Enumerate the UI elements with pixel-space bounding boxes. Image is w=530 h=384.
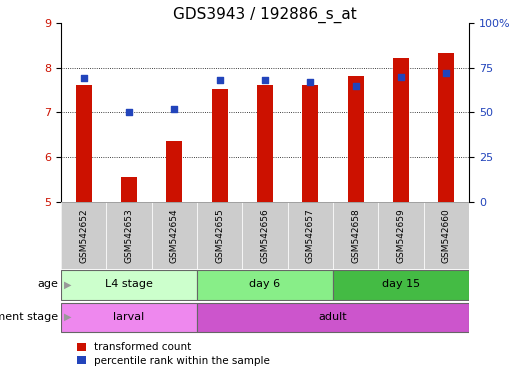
Text: ▶: ▶ [64, 312, 71, 322]
Bar [438, 53, 454, 202]
Bar [152, 202, 197, 269]
Text: L4 stage: L4 stage [105, 280, 153, 290]
Bar [197, 202, 242, 269]
Legend: transformed count, percentile rank within the sample: transformed count, percentile rank withi… [74, 339, 273, 369]
Text: GSM542653: GSM542653 [125, 208, 134, 263]
Point [215, 77, 224, 83]
Bar [242, 202, 288, 269]
Bar [76, 84, 92, 202]
Bar [423, 202, 469, 269]
Bar [211, 89, 227, 202]
Text: GSM542658: GSM542658 [351, 208, 360, 263]
Text: GSM542657: GSM542657 [306, 208, 315, 263]
Text: age: age [38, 280, 58, 290]
Bar [288, 202, 333, 269]
Text: larval: larval [113, 312, 145, 322]
Bar [61, 303, 197, 333]
Text: GSM542652: GSM542652 [79, 208, 88, 263]
Point [170, 106, 179, 112]
Bar [378, 202, 423, 269]
Text: development stage: development stage [0, 312, 58, 322]
Text: GSM542656: GSM542656 [261, 208, 269, 263]
Bar [197, 270, 333, 300]
Bar [166, 141, 182, 202]
Bar [107, 202, 152, 269]
Text: day 15: day 15 [382, 280, 420, 290]
Point [306, 79, 315, 85]
Bar [303, 84, 319, 202]
Point [261, 77, 269, 83]
Bar [61, 202, 107, 269]
Text: GSM542660: GSM542660 [442, 208, 451, 263]
Point [351, 83, 360, 89]
Text: GSM542659: GSM542659 [396, 208, 405, 263]
Text: day 6: day 6 [250, 280, 280, 290]
Bar [348, 76, 364, 202]
Bar [257, 84, 273, 202]
Text: ▶: ▶ [64, 280, 71, 290]
Bar [121, 177, 137, 202]
Bar [61, 270, 197, 300]
Point [80, 75, 88, 81]
Bar [197, 303, 469, 333]
Point [397, 73, 405, 79]
Point [125, 109, 133, 115]
Text: GSM542655: GSM542655 [215, 208, 224, 263]
Bar [393, 58, 409, 202]
Bar [333, 202, 378, 269]
Text: adult: adult [319, 312, 347, 322]
Text: GSM542654: GSM542654 [170, 208, 179, 263]
Bar [333, 270, 469, 300]
Point [442, 70, 450, 76]
Title: GDS3943 / 192886_s_at: GDS3943 / 192886_s_at [173, 7, 357, 23]
